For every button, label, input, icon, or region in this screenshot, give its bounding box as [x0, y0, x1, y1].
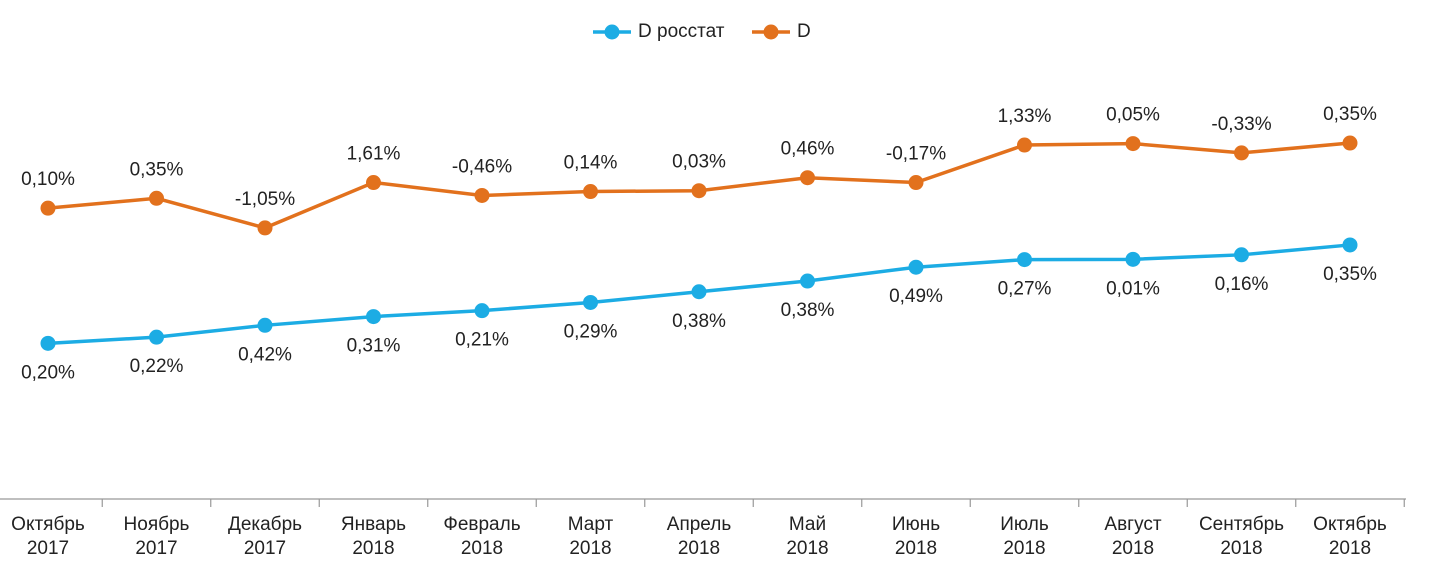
point [1017, 252, 1032, 268]
x-tick-label: 2018 [1220, 538, 1262, 559]
data-label: 0,20% [21, 362, 75, 383]
data-label: 0,38% [781, 300, 835, 321]
x-tick-label: 2018 [461, 538, 503, 559]
data-label: 0,16% [1215, 274, 1269, 295]
x-tick-label: 2018 [569, 538, 611, 559]
x-tick-label: Июнь [892, 514, 940, 535]
data-label: 0,14% [564, 153, 618, 174]
data-label: -0,17% [886, 144, 946, 165]
point [149, 329, 164, 345]
point [1234, 145, 1249, 161]
point [474, 187, 490, 203]
x-tick-label: 2018 [1003, 538, 1045, 559]
x-tick-label: Август [1104, 514, 1161, 535]
point [1342, 237, 1358, 253]
data-label: 0,46% [781, 139, 835, 160]
x-tick-label: Октябрь [11, 514, 85, 535]
data-label: 0,35% [1323, 264, 1377, 285]
point [1234, 247, 1249, 263]
data-label: 0,05% [1106, 105, 1160, 126]
x-tick-label: 2017 [135, 538, 177, 559]
legend-marker [604, 24, 620, 40]
data-label: 0,22% [130, 356, 184, 377]
x-tick-label: 2018 [895, 538, 937, 559]
data-label: -0,46% [452, 157, 512, 178]
data-label: 1,61% [347, 144, 401, 165]
point [800, 273, 815, 289]
x-tick-label: 2018 [1112, 538, 1154, 559]
point [149, 190, 164, 206]
point [908, 259, 924, 275]
point [908, 175, 924, 191]
data-label: 0,03% [672, 152, 726, 173]
point [257, 317, 273, 333]
data-label: 0,29% [564, 321, 618, 342]
data-label: -0,33% [1211, 114, 1271, 135]
x-tick-label: Январь [341, 514, 406, 535]
x-tick-label: 2018 [678, 538, 720, 559]
point [1125, 136, 1141, 152]
point [1017, 137, 1032, 153]
x-tick-label: Апрель [667, 514, 732, 535]
x-tick-label: 2018 [1329, 538, 1371, 559]
point [691, 183, 707, 199]
data-label: 0,49% [889, 286, 943, 307]
x-tick-label: Октябрь [1313, 514, 1387, 535]
point [40, 335, 56, 351]
legend-label: D росстат [638, 21, 725, 42]
point [1125, 251, 1141, 267]
point [366, 175, 381, 191]
data-label: 0,38% [672, 311, 726, 332]
point [691, 284, 707, 300]
x-tick-label: Февраль [443, 514, 520, 535]
data-label: 0,42% [238, 344, 292, 365]
data-label: 0,35% [130, 159, 184, 180]
point [40, 200, 56, 216]
point [583, 294, 598, 310]
x-tick-label: Ноябрь [124, 514, 190, 535]
data-label: 0,31% [347, 336, 401, 357]
point [583, 184, 598, 200]
data-label: 0,35% [1323, 104, 1377, 125]
x-tick-label: 2018 [352, 538, 394, 559]
x-tick-label: 2017 [244, 538, 286, 559]
x-tick-label: Июль [1000, 514, 1049, 535]
data-label: 0,01% [1106, 278, 1160, 299]
x-tick-label: Декабрь [228, 514, 302, 535]
legend-marker [763, 24, 779, 40]
point [474, 303, 490, 319]
data-label: 1,33% [998, 106, 1052, 127]
data-label: 0,27% [998, 279, 1052, 300]
x-tick-label: 2017 [27, 538, 69, 559]
x-tick-label: Сентябрь [1199, 514, 1284, 535]
x-tick-label: 2018 [786, 538, 828, 559]
point [257, 220, 273, 236]
data-label: -1,05% [235, 189, 295, 210]
point [800, 170, 815, 186]
x-tick-label: Май [789, 514, 826, 535]
point [366, 309, 381, 325]
point [1342, 135, 1358, 151]
data-label: 0,21% [455, 330, 509, 351]
legend-label: D [797, 21, 811, 42]
data-label: 0,10% [21, 169, 75, 190]
x-tick-label: Март [568, 514, 614, 535]
